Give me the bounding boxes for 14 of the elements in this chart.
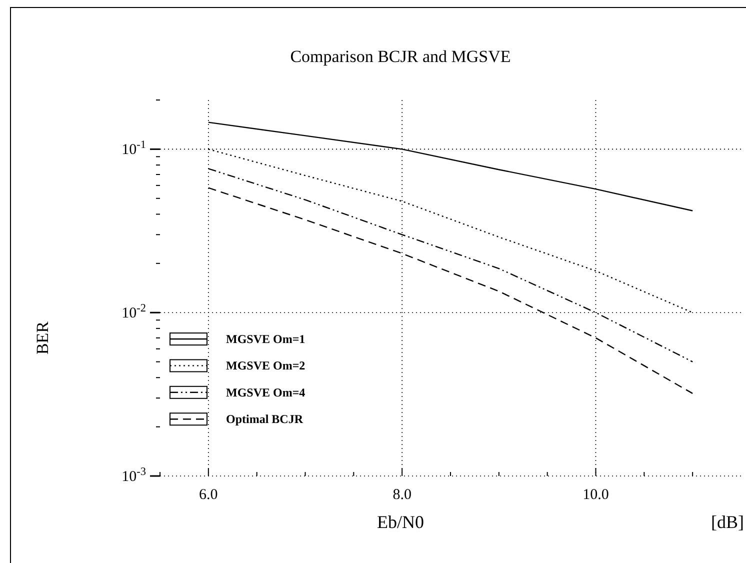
y-axis-title: BER <box>33 320 52 355</box>
x-tick-label: 6.0 <box>199 487 218 503</box>
text: [dB] <box>711 512 744 532</box>
chart-title: Comparison BCJR and MGSVE <box>290 47 511 66</box>
y-tick-label: 10$^{-2}$ <box>122 302 146 322</box>
y-tick-label: 10$^{-1}$ <box>122 139 146 158</box>
legend-label: MGSVE Om=2 <box>226 358 306 373</box>
x-axis-title: Eb/N0 <box>377 512 424 532</box>
legend-label: MGSVE Om=4 <box>226 385 306 400</box>
legend-label: Optimal BCJR <box>226 412 304 426</box>
x-tick-label: 8.0 <box>392 487 412 503</box>
x-tick-label: 10.0 <box>582 487 609 503</box>
legend-label: MGSVE Om=1 <box>226 332 306 346</box>
y-tick-label: 10$^{-3}$ <box>122 466 146 485</box>
